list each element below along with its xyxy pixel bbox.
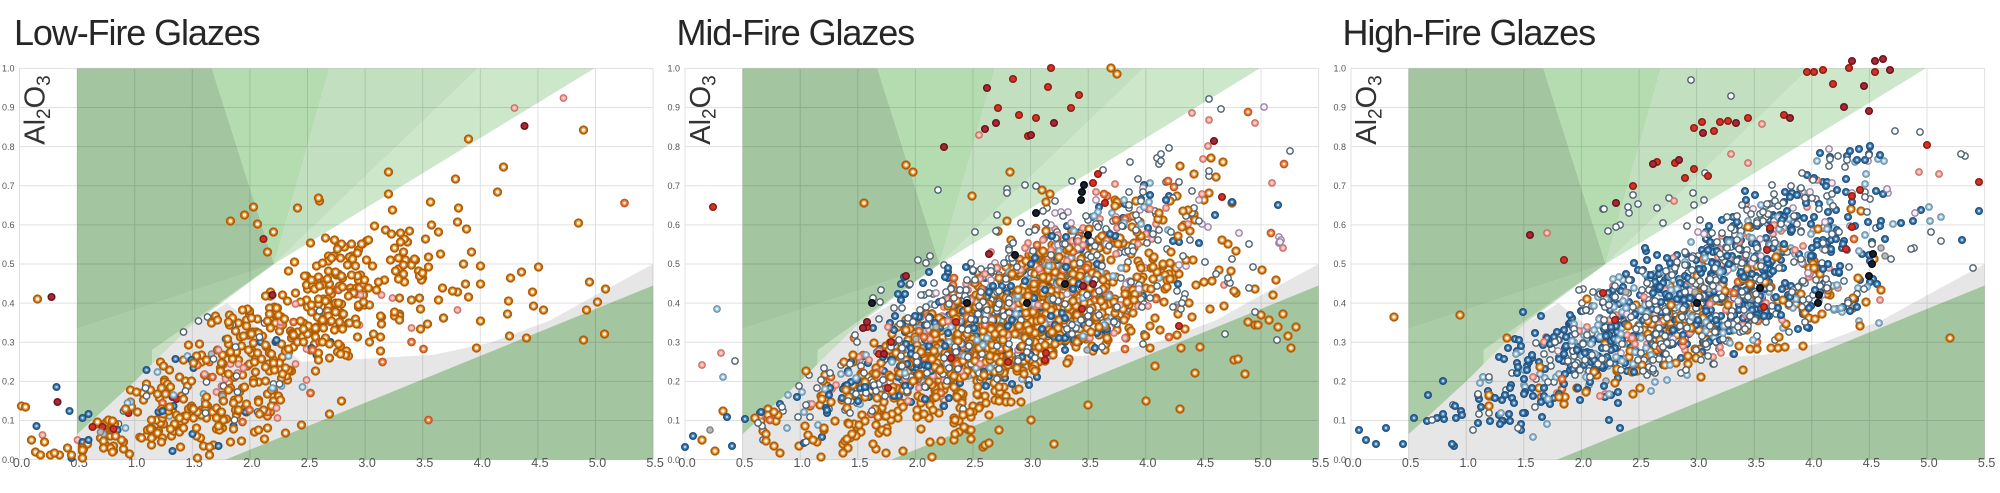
svg-text:Low-Fire Glazes: Low-Fire Glazes	[14, 12, 260, 53]
svg-text:High-Fire Glazes: High-Fire Glazes	[1343, 12, 1596, 53]
svg-text:Mid-Fire Glazes: Mid-Fire Glazes	[677, 12, 915, 53]
